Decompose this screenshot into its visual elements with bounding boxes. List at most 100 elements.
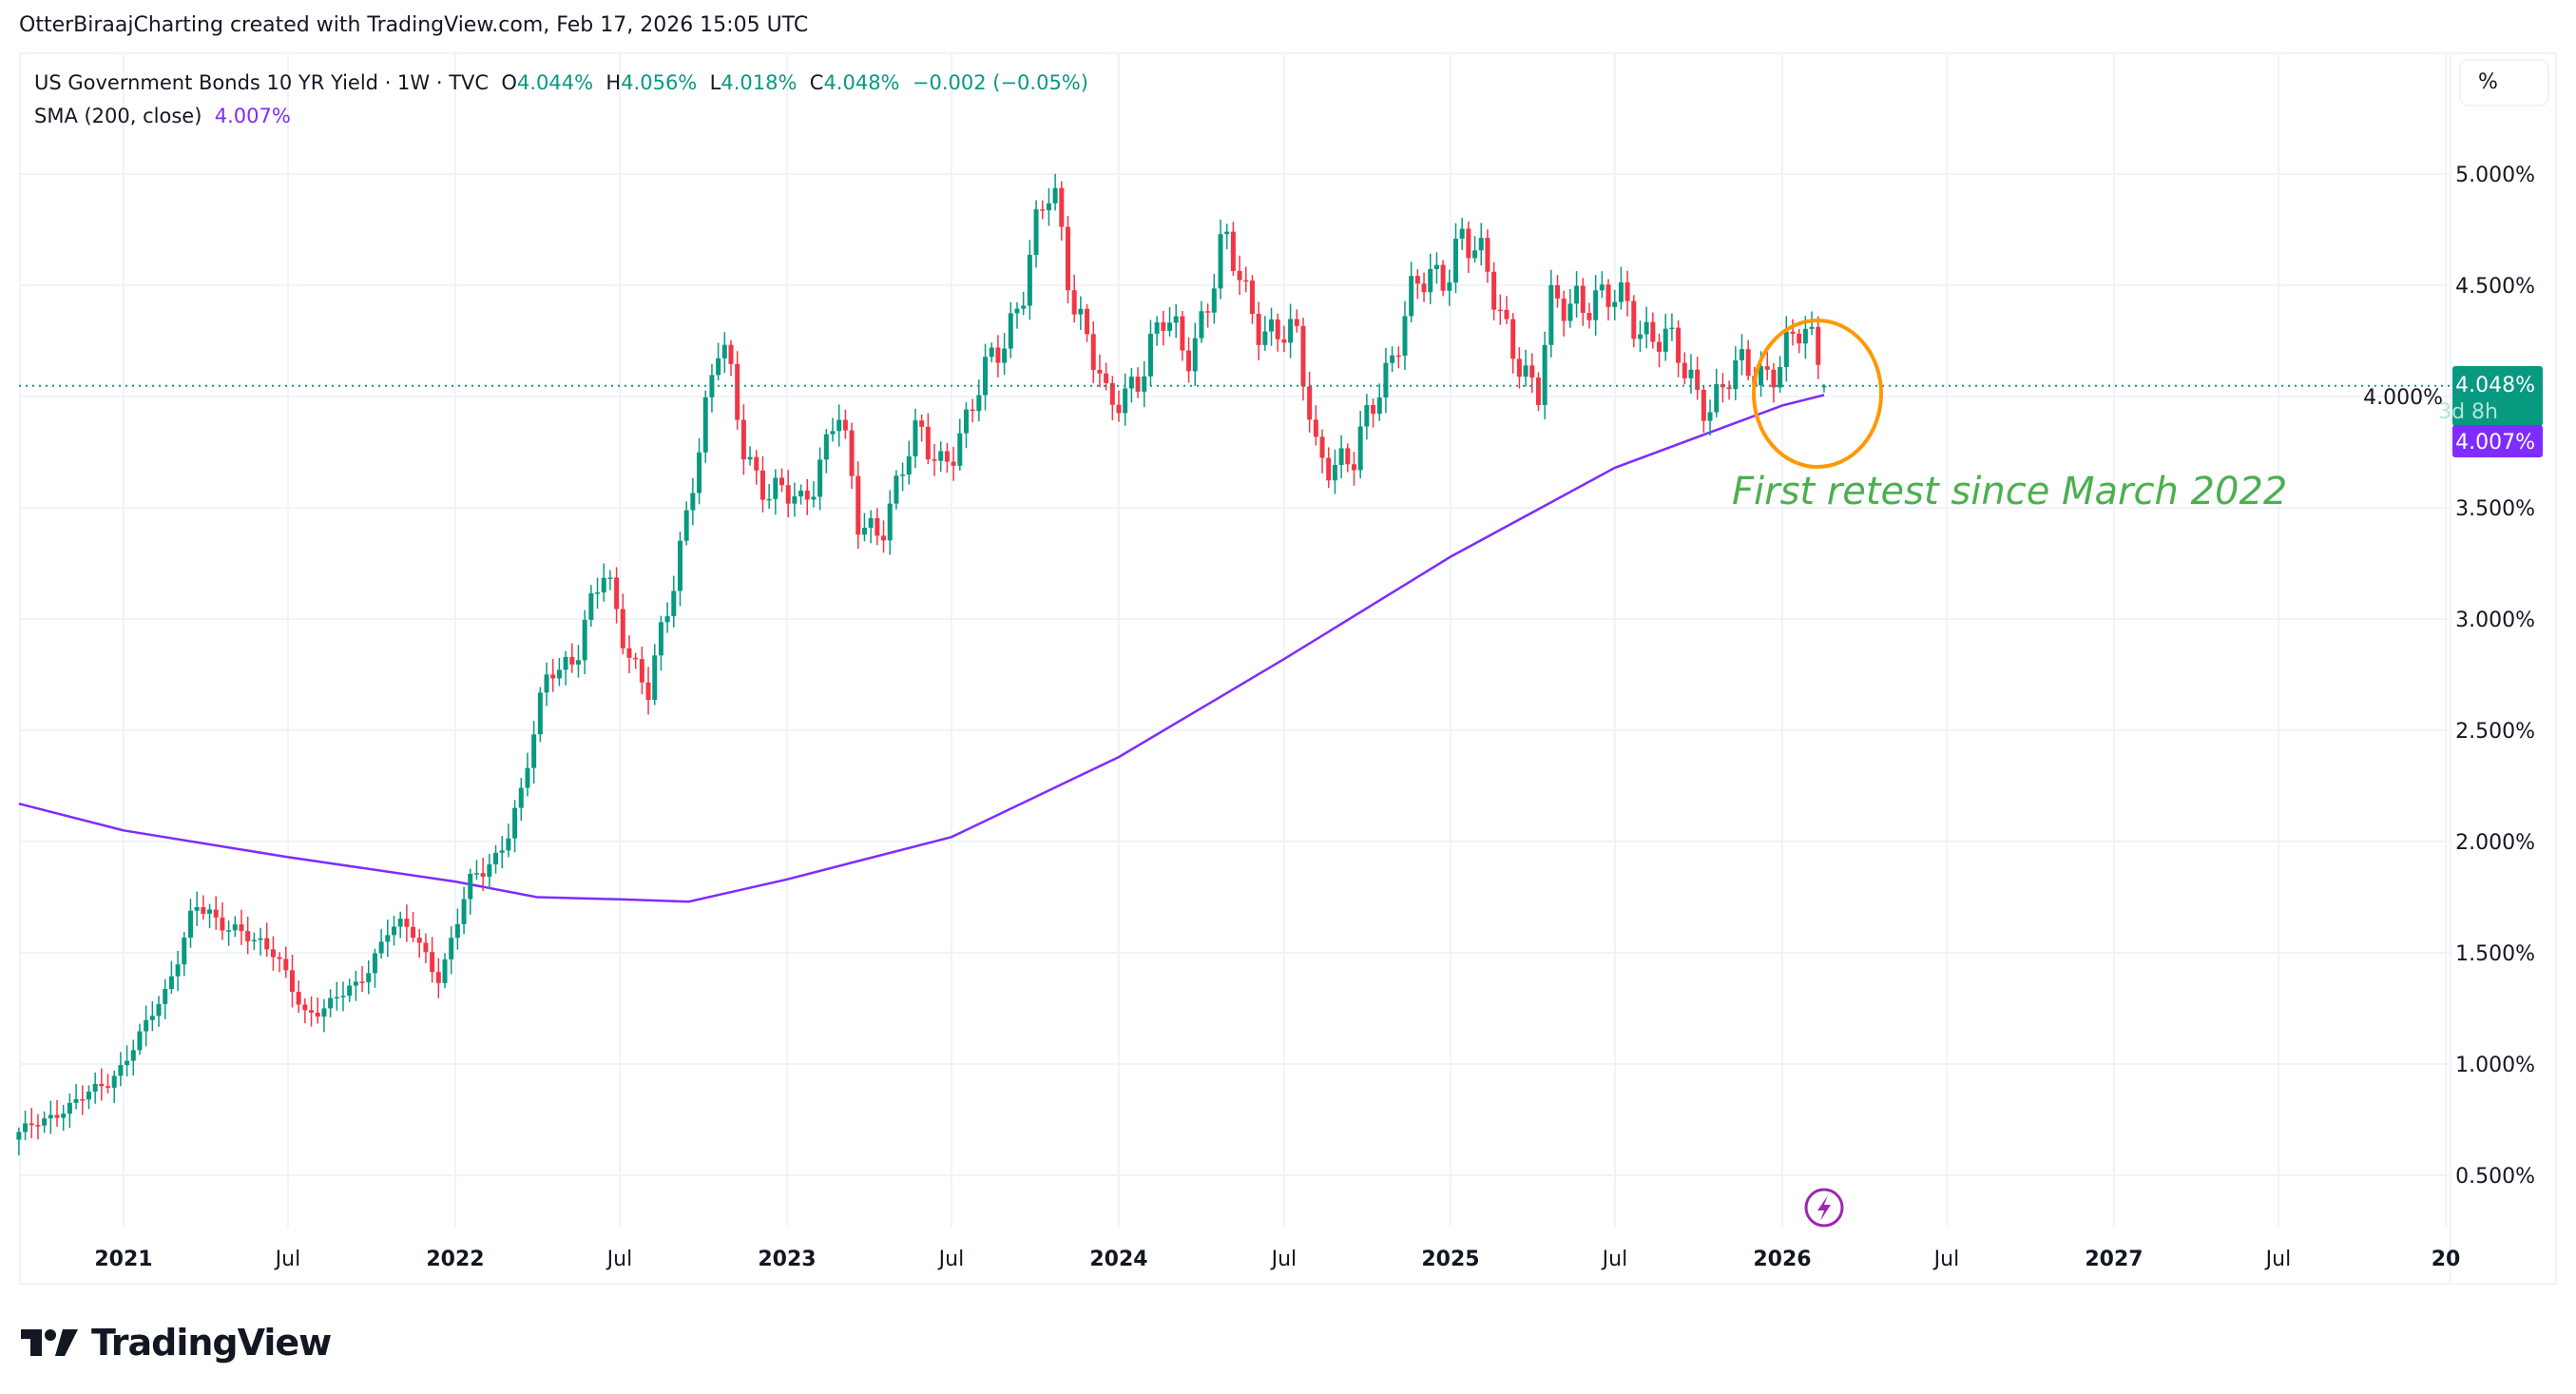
candle	[620, 593, 625, 655]
candle-body	[537, 692, 543, 735]
candle-body	[175, 964, 181, 977]
candle	[144, 1005, 149, 1047]
candle-body	[1173, 316, 1179, 323]
candle	[1593, 275, 1599, 337]
price-tick-label: 2.500%	[2455, 720, 2535, 744]
candle-body	[1676, 327, 1682, 363]
candle	[220, 901, 225, 940]
lightning-icon[interactable]	[1804, 1188, 1844, 1228]
candle-body	[855, 475, 861, 535]
candle-body	[677, 540, 682, 591]
candle	[423, 933, 429, 963]
candle-body	[1535, 378, 1541, 405]
candle-body	[1650, 321, 1656, 342]
candle-body	[86, 1091, 91, 1100]
candle	[1243, 266, 1249, 293]
candle	[99, 1068, 105, 1101]
candle-body	[487, 863, 492, 877]
candle	[1428, 253, 1433, 304]
candle-body	[944, 451, 950, 462]
candle-body	[454, 923, 460, 939]
candle	[1230, 222, 1236, 277]
candle-body	[1243, 280, 1249, 282]
candle	[302, 997, 308, 1024]
candle	[1599, 271, 1605, 299]
candle	[1147, 319, 1153, 386]
candle	[830, 417, 836, 442]
candle	[1529, 353, 1535, 394]
candle	[1307, 371, 1313, 433]
candle	[995, 335, 1001, 378]
candle-body	[1771, 369, 1777, 388]
candle	[194, 891, 200, 926]
candle-body	[550, 674, 556, 679]
candle-body	[652, 655, 658, 700]
candle	[887, 490, 893, 555]
candle	[506, 823, 511, 858]
candle-body	[315, 1012, 320, 1017]
candle	[1637, 320, 1643, 353]
candle	[1491, 261, 1497, 320]
candle	[1567, 289, 1573, 328]
candle-body	[1364, 404, 1370, 427]
percent-scale-button[interactable]: %	[2459, 59, 2549, 106]
candle-body	[1733, 359, 1739, 390]
high-value: 4.056%	[621, 71, 698, 94]
candle	[35, 1113, 41, 1140]
candle	[1472, 236, 1478, 263]
candle	[1288, 303, 1294, 358]
candle	[1714, 368, 1720, 417]
candle	[1561, 290, 1567, 337]
candle	[175, 950, 181, 992]
candle-body	[232, 924, 238, 931]
close-label: C	[809, 71, 824, 94]
candle-body	[544, 674, 549, 693]
candle-body	[1281, 339, 1287, 343]
candle	[1695, 357, 1701, 400]
candle-body	[144, 1019, 149, 1032]
candle	[1224, 223, 1230, 250]
tradingview-logo[interactable]: TradingView	[21, 1322, 332, 1364]
candle-body	[130, 1050, 136, 1061]
candle-body	[614, 577, 620, 610]
candle	[569, 643, 575, 673]
candle-body	[264, 938, 270, 950]
candle-body	[506, 838, 511, 851]
candle	[347, 978, 353, 1002]
candle	[1319, 429, 1325, 474]
candle-body	[607, 577, 613, 579]
candle	[1535, 372, 1541, 412]
candle-body	[1701, 390, 1706, 421]
candle-body	[378, 941, 384, 954]
candle-body	[321, 1008, 327, 1017]
candle	[283, 946, 289, 978]
candle-body	[1593, 290, 1599, 320]
candle	[607, 570, 613, 591]
candle-body	[334, 997, 339, 998]
time-tick-label: 2026	[1753, 1248, 1811, 1271]
low-label: L	[709, 71, 721, 94]
candle	[289, 954, 295, 1008]
time-tick-label: 20	[2432, 1248, 2461, 1271]
candle-body	[690, 493, 696, 511]
candle	[1510, 313, 1516, 374]
candle	[1618, 266, 1624, 310]
candle	[1739, 334, 1744, 376]
candle	[1186, 337, 1192, 383]
candle	[913, 408, 918, 469]
candle-body	[1294, 319, 1299, 326]
candle-body	[245, 931, 251, 941]
sma-legend[interactable]: SMA (200, close) 4.007%	[34, 100, 1088, 133]
candle	[721, 332, 727, 374]
candle-body	[1128, 377, 1134, 389]
candle-body	[798, 490, 804, 497]
symbol-legend[interactable]: US Government Bonds 10 YR Yield · 1W · T…	[34, 67, 1088, 100]
candle-body	[957, 433, 963, 466]
candle-body	[1167, 322, 1173, 331]
candle	[728, 339, 734, 377]
candle-body	[1790, 331, 1796, 334]
candle-body	[1357, 426, 1363, 471]
candle-body	[1332, 464, 1337, 481]
candle-body	[1542, 344, 1548, 405]
